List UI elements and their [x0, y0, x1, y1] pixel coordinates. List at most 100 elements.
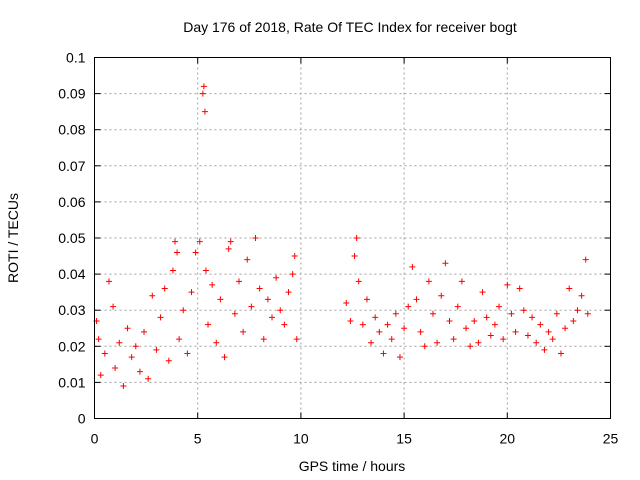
- data-point: [578, 292, 585, 299]
- data-point: [479, 289, 486, 296]
- data-point: [584, 310, 591, 317]
- data-point: [171, 238, 178, 245]
- data-point: [553, 310, 560, 317]
- data-point: [504, 281, 511, 288]
- grid: [94, 57, 611, 419]
- data-point: [396, 354, 403, 361]
- data-point: [351, 253, 358, 260]
- data-point: [281, 321, 288, 328]
- data-point: [500, 336, 507, 343]
- data-point: [174, 249, 181, 256]
- data-point: [570, 318, 577, 325]
- data-point: [200, 83, 207, 90]
- data-point: [454, 303, 461, 310]
- data-point: [110, 303, 117, 310]
- data-point: [269, 314, 276, 321]
- data-point: [202, 267, 209, 274]
- data-point: [201, 108, 208, 115]
- data-point: [467, 343, 474, 350]
- data-point: [355, 278, 362, 285]
- data-point: [116, 339, 123, 346]
- data-point: [165, 357, 172, 364]
- data-point: [353, 235, 360, 241]
- data-point: [549, 336, 556, 343]
- x-tick-label: 15: [396, 431, 412, 447]
- data-point: [562, 325, 569, 332]
- data-point: [537, 321, 544, 328]
- data-point: [95, 336, 102, 343]
- data-point: [188, 289, 195, 296]
- data-point: [442, 260, 449, 267]
- data-point: [256, 285, 263, 292]
- data-point: [227, 238, 234, 245]
- data-point: [192, 249, 199, 256]
- data-point: [145, 375, 152, 382]
- x-tick-label: 10: [293, 431, 309, 447]
- data-point: [483, 314, 490, 321]
- data-point: [434, 339, 441, 346]
- data-point: [184, 350, 191, 357]
- data-point: [566, 285, 573, 292]
- data-point: [429, 310, 436, 317]
- y-axis-label: ROTI / TECUs: [5, 193, 21, 283]
- y-tick-label: 0.05: [58, 230, 85, 246]
- data-point: [533, 339, 540, 346]
- data-point: [273, 274, 280, 281]
- data-point: [384, 321, 391, 328]
- data-point: [520, 307, 527, 314]
- x-tick-label: 20: [500, 431, 516, 447]
- data-point: [529, 314, 536, 321]
- chart-title: Day 176 of 2018, Rate Of TEC Index for r…: [183, 19, 517, 35]
- data-point: [388, 336, 395, 343]
- data-point: [136, 368, 143, 375]
- x-tick-label: 5: [194, 431, 202, 447]
- data-point: [291, 253, 298, 260]
- data-point: [153, 346, 160, 353]
- data-point: [438, 292, 445, 299]
- data-point: [463, 325, 470, 332]
- data-point: [120, 383, 127, 390]
- data-point: [582, 256, 589, 263]
- data-point: [557, 350, 564, 357]
- data-point: [458, 278, 465, 285]
- data-point: [401, 325, 408, 332]
- y-tick-label: 0.04: [58, 266, 85, 282]
- data-point: [260, 336, 267, 343]
- data-point: [450, 336, 457, 343]
- data-point: [545, 328, 552, 335]
- data-point: [475, 339, 482, 346]
- data-point: [347, 318, 354, 325]
- data-point: [359, 321, 366, 328]
- data-point: [217, 296, 224, 303]
- data-point: [293, 336, 300, 343]
- data-point: [105, 278, 112, 285]
- data-point: [169, 267, 176, 274]
- data-point: [516, 285, 523, 292]
- data-point: [405, 303, 412, 310]
- y-tick-label: 0.07: [58, 158, 85, 174]
- data-point: [244, 256, 251, 263]
- data-point: [180, 307, 187, 314]
- data-point: [289, 271, 296, 278]
- data-point: [392, 310, 399, 317]
- axis-ticks: 0 0.01 0.02 0.03 0.04 0.05 0.06 0.07 0.08 0.09 0.1…: [58, 50, 618, 447]
- data-point: [141, 328, 148, 335]
- data-point: [285, 289, 292, 296]
- data-point: [225, 245, 232, 252]
- data-point: [409, 263, 416, 270]
- y-tick-label: 0.1: [66, 50, 86, 66]
- data-point: [425, 278, 432, 285]
- data-point: [101, 350, 108, 357]
- data-point: [213, 339, 220, 346]
- data-point: [508, 310, 515, 317]
- data-points: [93, 83, 591, 390]
- y-tick-label: 0.06: [58, 194, 85, 210]
- data-point: [574, 307, 581, 314]
- data-point: [524, 332, 531, 339]
- data-point: [487, 332, 494, 339]
- data-point: [124, 325, 131, 332]
- data-point: [132, 343, 139, 350]
- data-point: [541, 346, 548, 353]
